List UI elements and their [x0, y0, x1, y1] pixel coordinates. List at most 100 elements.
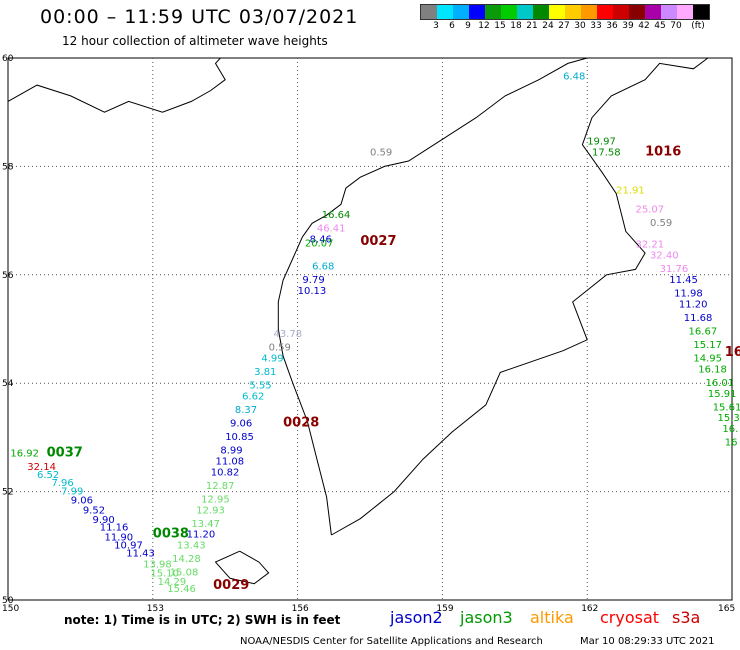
legend-tick-label: 12: [478, 21, 490, 31]
legend-tick-label: 3: [433, 21, 439, 31]
wave-height-label: 14.95: [693, 354, 722, 365]
legend-swatch: [517, 5, 533, 19]
legend-swatches: [420, 4, 710, 20]
legend-tick-label: 24: [542, 21, 554, 31]
wave-height-label: 3.81: [254, 367, 276, 378]
legend-swatch: [485, 5, 501, 19]
wave-height-label: 32.40: [650, 251, 679, 262]
coastline: [214, 550, 270, 585]
pass-id-label: 0038: [153, 527, 189, 542]
wave-height-label: 6.62: [242, 391, 264, 402]
legend-tick-label: 27: [558, 21, 570, 31]
legend-tick-label: 33: [590, 21, 602, 31]
coastline: [301, 57, 588, 238]
latitude-label: 58: [2, 162, 14, 172]
wave-height-label: 16.01: [705, 378, 734, 389]
wave-height-label: 12.87: [206, 481, 235, 492]
wave-height-label: 12.93: [196, 505, 225, 516]
legend-tick-label: 6: [449, 21, 455, 31]
coastline: [277, 236, 332, 536]
wave-height-label: 14.28: [172, 554, 201, 565]
legend-swatch: [677, 5, 693, 19]
wave-height-label: 15.91: [708, 389, 737, 400]
pass-id-label: 0037: [47, 445, 83, 460]
legend-tick-label: 15: [494, 21, 506, 31]
wave-height-label: 11.43: [126, 549, 155, 560]
wave-height-label: 11.20: [679, 299, 708, 310]
wave-height-label: 13.98: [143, 559, 172, 570]
wave-height-label: 16.92: [10, 448, 39, 459]
map-title: 00:00 – 11:59 UTC 03/07/2021: [40, 6, 359, 28]
legend-swatch: [453, 5, 469, 19]
wave-height-label: 32.21: [635, 240, 664, 251]
legend-ticks: 3 6 9 12 15 18 21 24 27 30 33 36 39 42 45 70 (ft): [420, 20, 710, 32]
credit-text: NOAA/NESDIS Center for Satellite Applica…: [240, 636, 543, 647]
wave-height-label: 25.07: [635, 204, 664, 215]
legend-tick-label: 70: [670, 21, 682, 31]
wave-height-label: 5.55: [249, 381, 271, 392]
latitude-label: 56: [2, 271, 14, 281]
legend-swatch: [565, 5, 581, 19]
pass-id-label: 0028: [283, 416, 319, 431]
wave-height-label: 11.08: [216, 457, 245, 468]
wave-height-label: 11.16: [100, 523, 129, 534]
wave-height-label: 8.46: [310, 234, 332, 245]
wave-height-label: 12.95: [201, 494, 230, 505]
wave-height-label: 8.99: [220, 446, 242, 457]
wave-height-label: 11.45: [669, 275, 698, 286]
wave-height-label: 10.85: [225, 432, 254, 443]
wave-height-label: 16: [725, 438, 738, 449]
latitude-label: 60: [2, 54, 14, 64]
legend-tick-label: 9: [465, 21, 471, 31]
wave-height-label: 11.68: [684, 313, 713, 324]
legend-tick-label: 39: [622, 21, 634, 31]
wave-height-label: 8.37: [235, 405, 257, 416]
legend-swatch: [581, 5, 597, 19]
longitude-label: 150: [2, 604, 19, 614]
map-frame: [7, 57, 733, 601]
footer-note: note: 1) Time is in UTC; 2) SWH is in fe…: [64, 613, 341, 627]
satellite-name: s3a: [672, 608, 701, 627]
legend-swatch: [693, 5, 709, 19]
legend-swatch: [501, 5, 517, 19]
wave-height-label: 11.90: [105, 532, 134, 543]
longitude-label: 165: [718, 604, 735, 614]
wave-height-label: 9.79: [302, 275, 324, 286]
wave-height-label: 0.59: [370, 148, 392, 159]
wave-height-label: 4.99: [261, 354, 283, 365]
longitude-label: 156: [292, 604, 309, 614]
wave-height-label: 17.58: [592, 148, 621, 159]
timestamp-text: Mar 10 08:29:33 UTC 2021: [580, 636, 715, 647]
coastline: [331, 57, 709, 536]
wave-height-label: 6.48: [563, 72, 585, 83]
wave-height-label: 16.64: [322, 210, 351, 221]
wave-height-label: 15.3: [718, 413, 740, 424]
wave-height-label: 11.20: [187, 530, 216, 541]
map-subtitle: 12 hour collection of altimeter wave hei…: [62, 34, 328, 48]
wave-height-label: 43.78: [273, 329, 302, 340]
legend-swatch: [533, 5, 549, 19]
coastline: [7, 57, 226, 113]
wave-height-label: 15.10: [150, 569, 179, 580]
legend-tick-label: 30: [574, 21, 586, 31]
wave-height-label: 14.29: [158, 577, 187, 588]
satellite-name: altika: [530, 608, 574, 627]
latitude-label: 54: [2, 379, 14, 389]
wave-height-label: 9.06: [71, 496, 93, 507]
satellite-name: cryosat: [600, 608, 660, 627]
satellite-name: jason3: [460, 608, 513, 627]
legend-swatch: [597, 5, 613, 19]
wave-height-label: 31.76: [660, 264, 689, 275]
wave-height-label: 15.08: [170, 568, 199, 579]
wave-height-label: 16.: [722, 424, 738, 435]
pass-id-label: 0027: [360, 234, 396, 249]
wave-height-label: 6.68: [312, 261, 334, 272]
wave-height-label: 7.99: [61, 486, 83, 497]
wave-height-label: 7.96: [51, 478, 73, 489]
latitude-label: 50: [2, 596, 14, 606]
legend-tick-label: (ft): [691, 21, 705, 31]
wave-height-label: 16.67: [689, 326, 718, 337]
wave-height-label: 0.59: [269, 343, 291, 354]
wave-height-label: 9.90: [92, 515, 114, 526]
